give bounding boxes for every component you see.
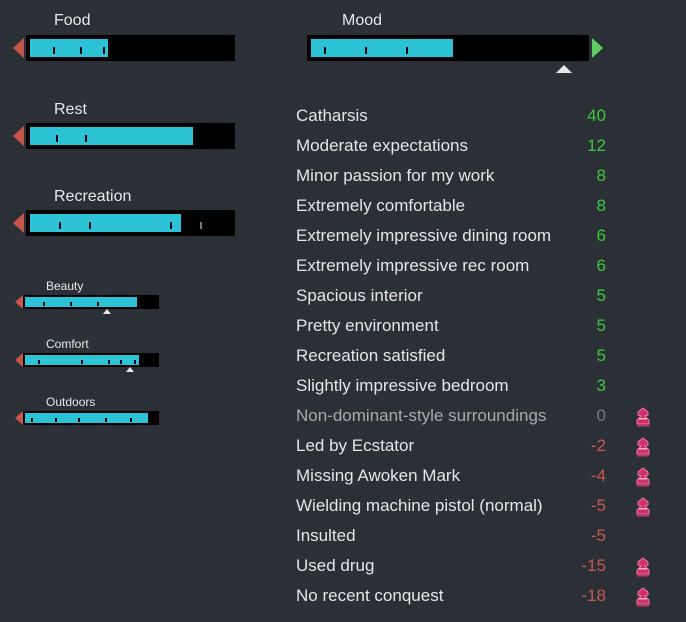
thought-mood-value: -18 [581, 586, 606, 605]
beauty-trend-arrow-icon [15, 295, 23, 309]
thought-mood-value: -4 [590, 466, 606, 485]
recreation-trend-arrow-icon [13, 213, 24, 233]
outdoors-label: Outdoors [46, 395, 96, 409]
mood-bar-tick [406, 47, 408, 54]
thought-label: Used drug [296, 556, 375, 575]
thought-mood-value: -15 [581, 556, 606, 575]
food-bar-tick [80, 47, 82, 54]
outdoors-bar-tick [55, 418, 57, 422]
rest-trend-arrow-icon [13, 126, 24, 146]
rest-bar-fill [30, 127, 193, 145]
ideology-icon[interactable] [634, 497, 652, 517]
mood-target-marker-icon [556, 65, 572, 73]
recreation-bar-tick [59, 222, 61, 229]
thought-label: Extremely impressive dining room [296, 226, 552, 245]
thought-mood-value: 8 [596, 196, 606, 215]
thought-mood-value: 0 [596, 406, 606, 425]
thought-mood-value: 8 [596, 166, 606, 185]
outdoors-bar[interactable] [23, 411, 159, 425]
thought-mood-value: 6 [596, 256, 606, 275]
food-bar-fill [30, 39, 108, 57]
thought-label: Spacious interior [296, 286, 423, 305]
recreation-bar-fill [30, 214, 181, 232]
thought-label: Minor passion for my work [296, 166, 495, 185]
food-bar-tick [103, 47, 105, 54]
outdoors-bar-tick [130, 418, 132, 422]
comfort-target-marker-icon [126, 367, 134, 372]
outdoors-bar-tick [105, 418, 107, 422]
thought-label: Wielding machine pistol (normal) [296, 496, 543, 515]
thought-mood-value: 5 [596, 286, 606, 305]
thought-mood-value: -5 [590, 496, 606, 515]
comfort-bar[interactable] [23, 353, 159, 367]
outdoors-bar-tick [31, 418, 33, 422]
comfort-bar-tick [108, 360, 110, 364]
comfort-trend-arrow-icon [15, 353, 23, 367]
beauty-bar-fill [25, 297, 137, 307]
ideology-icon[interactable] [634, 467, 652, 487]
rest-bar-tick [56, 135, 58, 142]
thought-mood-value: -2 [590, 436, 606, 455]
rest-bar-tick [85, 135, 87, 142]
ideology-icon[interactable] [634, 587, 652, 607]
beauty-bar-tick [137, 302, 139, 306]
food-trend-arrow-icon [13, 38, 24, 58]
beauty-bar-tick [97, 302, 99, 306]
comfort-bar-tick [81, 360, 83, 364]
comfort-label: Comfort [46, 337, 89, 351]
recreation-bar-tick [200, 222, 202, 229]
thought-mood-value: 12 [587, 136, 606, 155]
rest-bar[interactable] [26, 123, 235, 149]
thought-mood-value: 5 [596, 346, 606, 365]
beauty-target-marker-icon [103, 309, 111, 314]
ideology-icon[interactable] [634, 407, 652, 427]
ideology-icon[interactable] [634, 437, 652, 457]
thought-label: Insulted [296, 526, 356, 545]
beauty-bar[interactable] [23, 295, 159, 309]
outdoors-bar-tick [78, 418, 80, 422]
mood-bar[interactable] [307, 35, 589, 61]
thought-label: Pretty environment [296, 316, 439, 335]
thought-label: Moderate expectations [296, 136, 468, 155]
thought-mood-value: 6 [596, 226, 606, 245]
recreation-label: Recreation [54, 188, 132, 205]
comfort-bar-tick [38, 360, 40, 364]
recreation-bar-tick [170, 222, 172, 229]
thought-label: Slightly impressive bedroom [296, 376, 509, 395]
mood-bar-tick [324, 47, 326, 54]
outdoors-bar-fill [25, 413, 148, 423]
beauty-label: Beauty [46, 279, 84, 293]
comfort-bar-tick [120, 360, 122, 364]
mood-trend-arrow-icon [592, 38, 603, 58]
mood-bar-fill [311, 39, 453, 57]
mood-label: Mood [342, 12, 383, 29]
thought-label: Led by Ecstator [296, 436, 415, 455]
thought-label: Recreation satisfied [296, 346, 446, 365]
thought-label: Extremely impressive rec room [296, 256, 530, 275]
thought-mood-value: 3 [596, 376, 606, 395]
recreation-bar-tick [89, 222, 91, 229]
thought-mood-value: 5 [596, 316, 606, 335]
beauty-bar-tick [43, 302, 45, 306]
thought-label: Non-dominant-style surroundings [296, 406, 547, 425]
ideology-icon[interactable] [634, 557, 652, 577]
comfort-bar-tick [134, 360, 136, 364]
thought-label: No recent conquest [296, 586, 444, 605]
food-bar[interactable] [26, 35, 235, 61]
thought-mood-value: 40 [587, 106, 606, 125]
thought-label: Catharsis [296, 106, 368, 125]
thought-label: Missing Awoken Mark [296, 466, 461, 485]
thought-mood-value: -5 [590, 526, 606, 545]
beauty-bar-tick [70, 302, 72, 306]
food-label: Food [54, 12, 91, 29]
rest-label: Rest [54, 101, 87, 118]
mood-bar-tick [365, 47, 367, 54]
outdoors-trend-arrow-icon [15, 411, 23, 425]
recreation-bar[interactable] [26, 210, 235, 236]
food-bar-tick [53, 47, 55, 54]
thought-label: Extremely comfortable [296, 196, 466, 215]
